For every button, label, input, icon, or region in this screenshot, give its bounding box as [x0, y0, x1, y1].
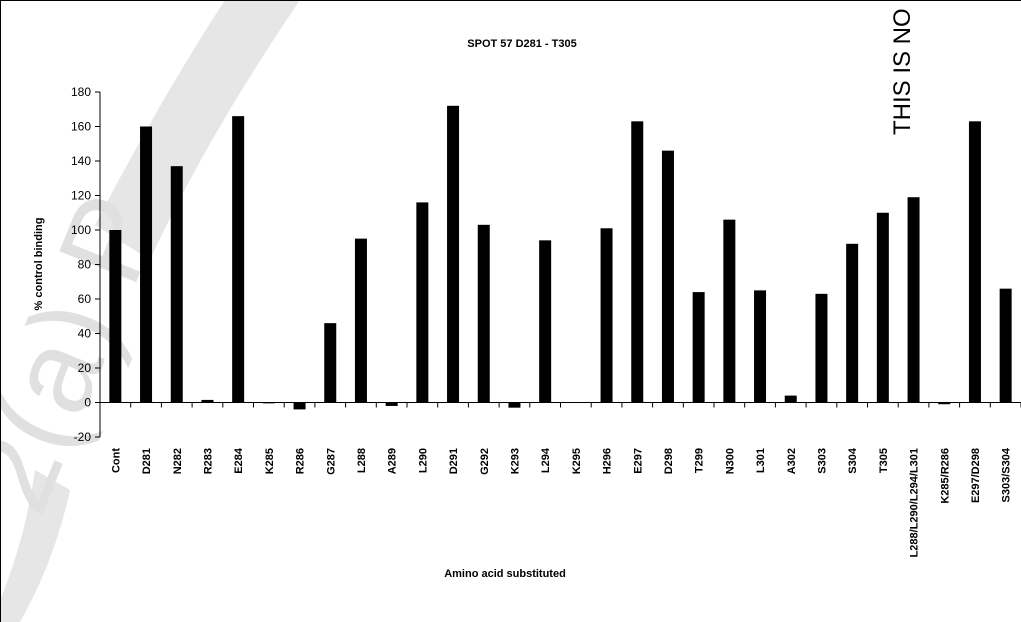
y-tick-label: 0 — [84, 396, 91, 410]
x-tick-label: Cont — [110, 448, 122, 473]
x-tick-label: S303/S304 — [1001, 447, 1013, 502]
bar-e297 — [631, 121, 644, 403]
y-tick-label: 160 — [71, 120, 91, 134]
x-tick-label: N282 — [172, 448, 184, 474]
y-tick-label: 140 — [71, 154, 91, 168]
y-tick-label: 20 — [78, 361, 92, 375]
bar-d291 — [447, 105, 460, 403]
bar-a302 — [784, 395, 797, 403]
y-tick-label: -20 — [74, 430, 92, 444]
bar-a289 — [385, 402, 398, 406]
x-tick-label: S303 — [816, 448, 828, 474]
x-tick-label: T305 — [878, 448, 890, 473]
bar-l288 — [354, 238, 367, 403]
x-tick-label: E297/D298 — [970, 448, 982, 503]
x-tick-label: E284 — [233, 447, 245, 474]
x-tick-label: G287 — [325, 448, 337, 475]
x-tick-label: L288 — [356, 448, 368, 473]
x-axis-label: Amino acid substituted — [444, 568, 566, 580]
chart-title: SPOT 57 D281 - T305 — [467, 38, 576, 50]
x-tick-label: D291 — [448, 448, 460, 474]
x-tick-label: S304 — [847, 447, 859, 474]
bar-s304 — [846, 243, 859, 403]
y-axis: -20 0 20 40 60 80 100 120 140 160 180 — [71, 85, 101, 444]
bar-r283 — [201, 399, 214, 403]
bar-s303-s304 — [999, 288, 1012, 403]
bar-g292 — [477, 224, 490, 403]
watermark-vertical-text: THIS IS NO — [889, 8, 916, 135]
bar-s303 — [815, 293, 828, 403]
bar-t305 — [876, 212, 889, 403]
x-tick-label: K295 — [571, 448, 583, 474]
x-tick-label: L290 — [417, 448, 429, 473]
y-tick-label: 180 — [71, 85, 91, 99]
bar-g287 — [324, 323, 337, 403]
bar-r286 — [293, 402, 306, 410]
y-tick-label: 80 — [78, 258, 92, 272]
x-axis: Cont D281 N282 R283 E284 K285 R286 G287 L288 A289… — [99, 402, 1021, 557]
x-tick-label: G292 — [479, 448, 491, 475]
x-tick-label: T299 — [694, 448, 706, 473]
bar-l301 — [754, 290, 767, 403]
x-tick-label: L288/L290/L294/L301 — [909, 448, 921, 557]
bar-e284 — [232, 116, 245, 403]
x-tick-label: A302 — [786, 448, 798, 474]
x-tick-label: K293 — [509, 448, 521, 474]
y-tick-label: 40 — [78, 327, 92, 341]
x-tick-label: H296 — [602, 448, 614, 474]
bar-e297-d298 — [968, 121, 981, 403]
bar-n282 — [170, 166, 183, 403]
bar-d298 — [661, 150, 674, 403]
x-tick-label: K285/R286 — [939, 448, 951, 504]
x-tick-label: R286 — [295, 448, 307, 474]
x-tick-label: E297 — [632, 448, 644, 474]
x-tick-label: L294 — [540, 447, 552, 473]
x-tick-label: K285 — [264, 448, 276, 474]
bar-l290 — [416, 202, 429, 403]
bar-series — [109, 105, 1012, 410]
x-tick-label: R283 — [202, 448, 214, 474]
bar-l288-l290-l294-l301 — [907, 197, 920, 403]
x-tick-label: A289 — [387, 448, 399, 474]
bar-h296 — [600, 228, 613, 403]
y-tick-label: 60 — [78, 292, 92, 306]
bar-t299 — [692, 292, 705, 403]
bar-k293 — [508, 402, 521, 408]
x-tick-label: D298 — [663, 448, 675, 474]
y-tick-label: 100 — [71, 223, 91, 237]
bar-cont — [109, 230, 122, 403]
y-axis-label: % control binding — [33, 218, 45, 311]
y-tick-label: 120 — [71, 189, 91, 203]
bar-n300 — [723, 219, 736, 403]
watermark-arc-lower — [0, 470, 70, 622]
x-tick-label: D281 — [141, 448, 153, 474]
bar-l294 — [539, 240, 552, 403]
bar-d281 — [140, 126, 153, 403]
x-tick-label: L301 — [755, 448, 767, 473]
bar-k285-r286 — [938, 402, 951, 405]
x-tick-label: N300 — [724, 448, 736, 474]
